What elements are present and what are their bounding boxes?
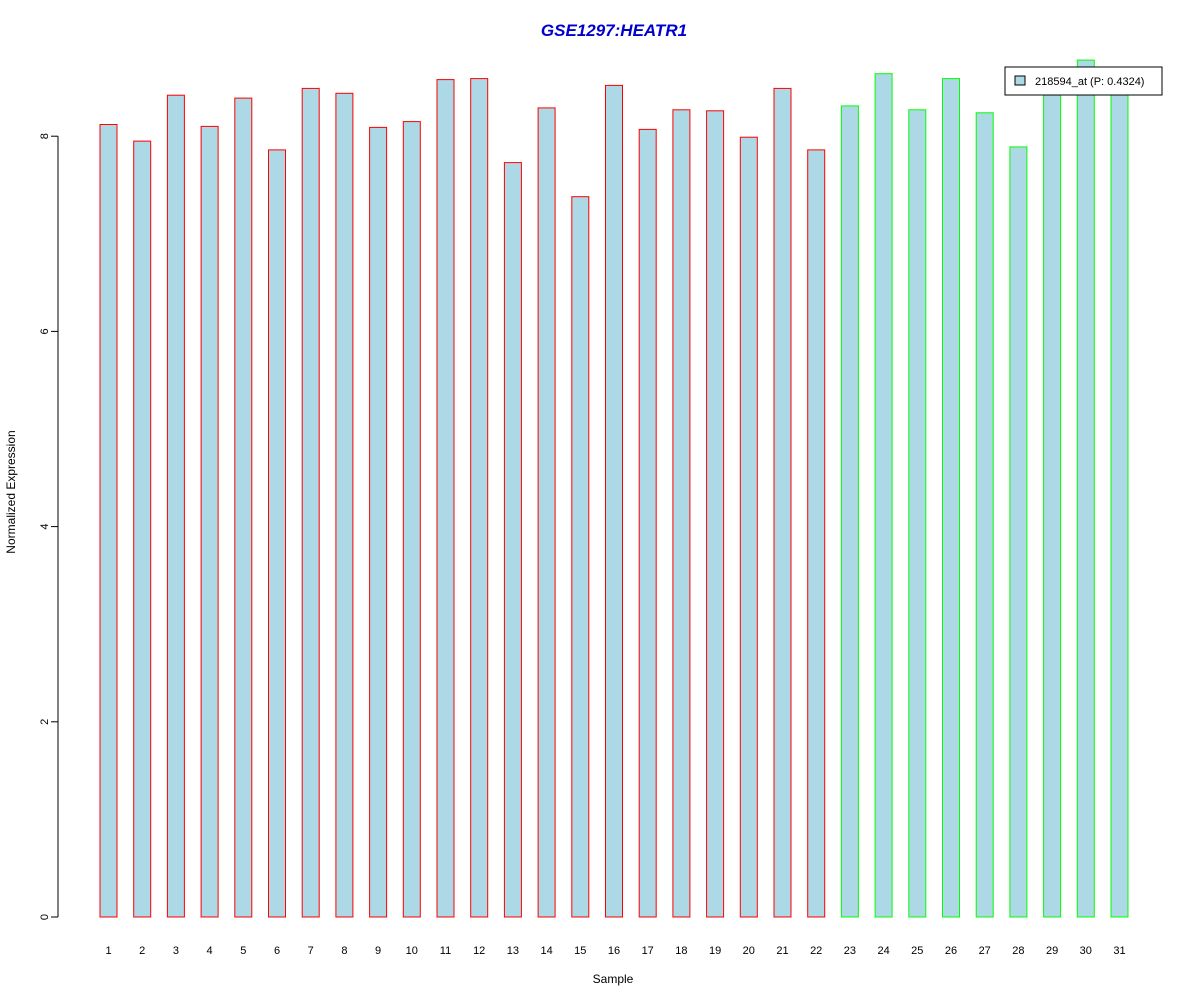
bar-sample-21 <box>773 87 792 918</box>
y-axis: 0 2 4 6 8 <box>39 133 59 920</box>
bar-sample-14 <box>537 107 556 918</box>
x-tick-label: 16 <box>608 945 620 957</box>
bar-sample-6 <box>268 149 286 918</box>
x-tick-label: 27 <box>979 945 991 957</box>
x-tick-label: 20 <box>743 945 755 957</box>
x-axis-ticks: 1 2 3 4 5 6 7 8 9 10 11 12 13 14 15 16 17 18 19 20 21 22 23 24 2… <box>105 945 1125 957</box>
x-tick-label: 4 <box>207 945 213 957</box>
bar-sample-4 <box>200 125 219 918</box>
bar-sample-27 <box>975 112 994 918</box>
x-tick-label: 7 <box>308 945 314 957</box>
bar-sample-13 <box>503 162 522 918</box>
x-tick-label: 21 <box>776 945 788 957</box>
bar-sample-11 <box>436 79 455 918</box>
x-tick-label: 24 <box>877 945 889 957</box>
bar-sample-9 <box>369 126 388 918</box>
x-tick-label: 23 <box>844 945 856 957</box>
legend-entry-label: 218594_at (P: 0.4324) <box>1035 76 1144 88</box>
legend: 218594_at (P: 0.4324) <box>1004 66 1163 96</box>
x-tick-label: 14 <box>540 945 552 957</box>
bar-sample-2 <box>133 140 152 918</box>
bar-sample-31 <box>1110 87 1129 918</box>
bar-sample-24 <box>874 73 893 918</box>
x-tick-label: 31 <box>1113 945 1125 957</box>
x-tick-label: 30 <box>1080 945 1092 957</box>
bar-sample-18 <box>672 109 691 918</box>
x-tick-label: 26 <box>945 945 957 957</box>
x-tick-label: 12 <box>473 945 485 957</box>
x-tick-label: 29 <box>1046 945 1058 957</box>
y-tick-label: 4 <box>39 524 51 530</box>
legend-box <box>1004 66 1163 96</box>
x-tick-label: 2 <box>139 945 145 957</box>
bar-sample-17 <box>638 128 657 918</box>
bar-sample-3 <box>166 94 185 918</box>
x-tick-label: 28 <box>1012 945 1024 957</box>
y-tick-label: 2 <box>39 719 51 725</box>
bar-sample-15 <box>571 196 590 918</box>
x-tick-label: 11 <box>440 945 451 957</box>
x-tick-label: 25 <box>911 945 923 957</box>
x-tick-label: 6 <box>274 945 280 957</box>
x-tick-label: 15 <box>574 945 586 957</box>
x-tick-label: 10 <box>406 945 418 957</box>
y-axis-label: Normalized Expression <box>4 430 18 553</box>
bar-sample-1 <box>99 124 118 918</box>
x-tick-label: 18 <box>675 945 687 957</box>
legend-swatch <box>1014 75 1026 86</box>
y-tick-label: 8 <box>39 133 51 139</box>
bar-sample-28 <box>1009 146 1028 918</box>
bar-sample-12 <box>470 78 489 918</box>
bar-sample-16 <box>605 84 623 918</box>
bar-sample-5 <box>234 97 253 918</box>
bar-sample-25 <box>908 109 927 918</box>
bar-sample-19 <box>706 110 725 918</box>
bar-sample-30 <box>1076 59 1095 918</box>
x-tick-label: 3 <box>173 945 179 957</box>
chart-title: GSE1297:HEATR1 <box>541 21 687 40</box>
bar-sample-26 <box>942 78 960 918</box>
x-tick-label: 8 <box>341 945 347 957</box>
x-tick-label: 5 <box>240 945 246 957</box>
x-tick-label: 13 <box>507 945 519 957</box>
bar-sample-20 <box>739 136 758 918</box>
y-tick-label: 0 <box>39 914 51 920</box>
bar-sample-29 <box>1043 88 1062 918</box>
bar-sample-8 <box>335 92 354 918</box>
x-tick-label: 1 <box>105 945 111 957</box>
bar-sample-22 <box>807 149 826 918</box>
bar-sample-23 <box>840 105 859 918</box>
bar-sample-7 <box>301 87 320 918</box>
x-tick-label: 9 <box>375 945 381 957</box>
bar-sample-10 <box>402 121 421 918</box>
bars <box>99 59 1129 918</box>
x-tick-label: 17 <box>642 945 654 957</box>
x-axis-label: Sample <box>593 972 634 986</box>
y-tick-label: 6 <box>39 328 51 334</box>
x-tick-label: 19 <box>709 945 721 957</box>
x-tick-label: 22 <box>810 945 822 957</box>
